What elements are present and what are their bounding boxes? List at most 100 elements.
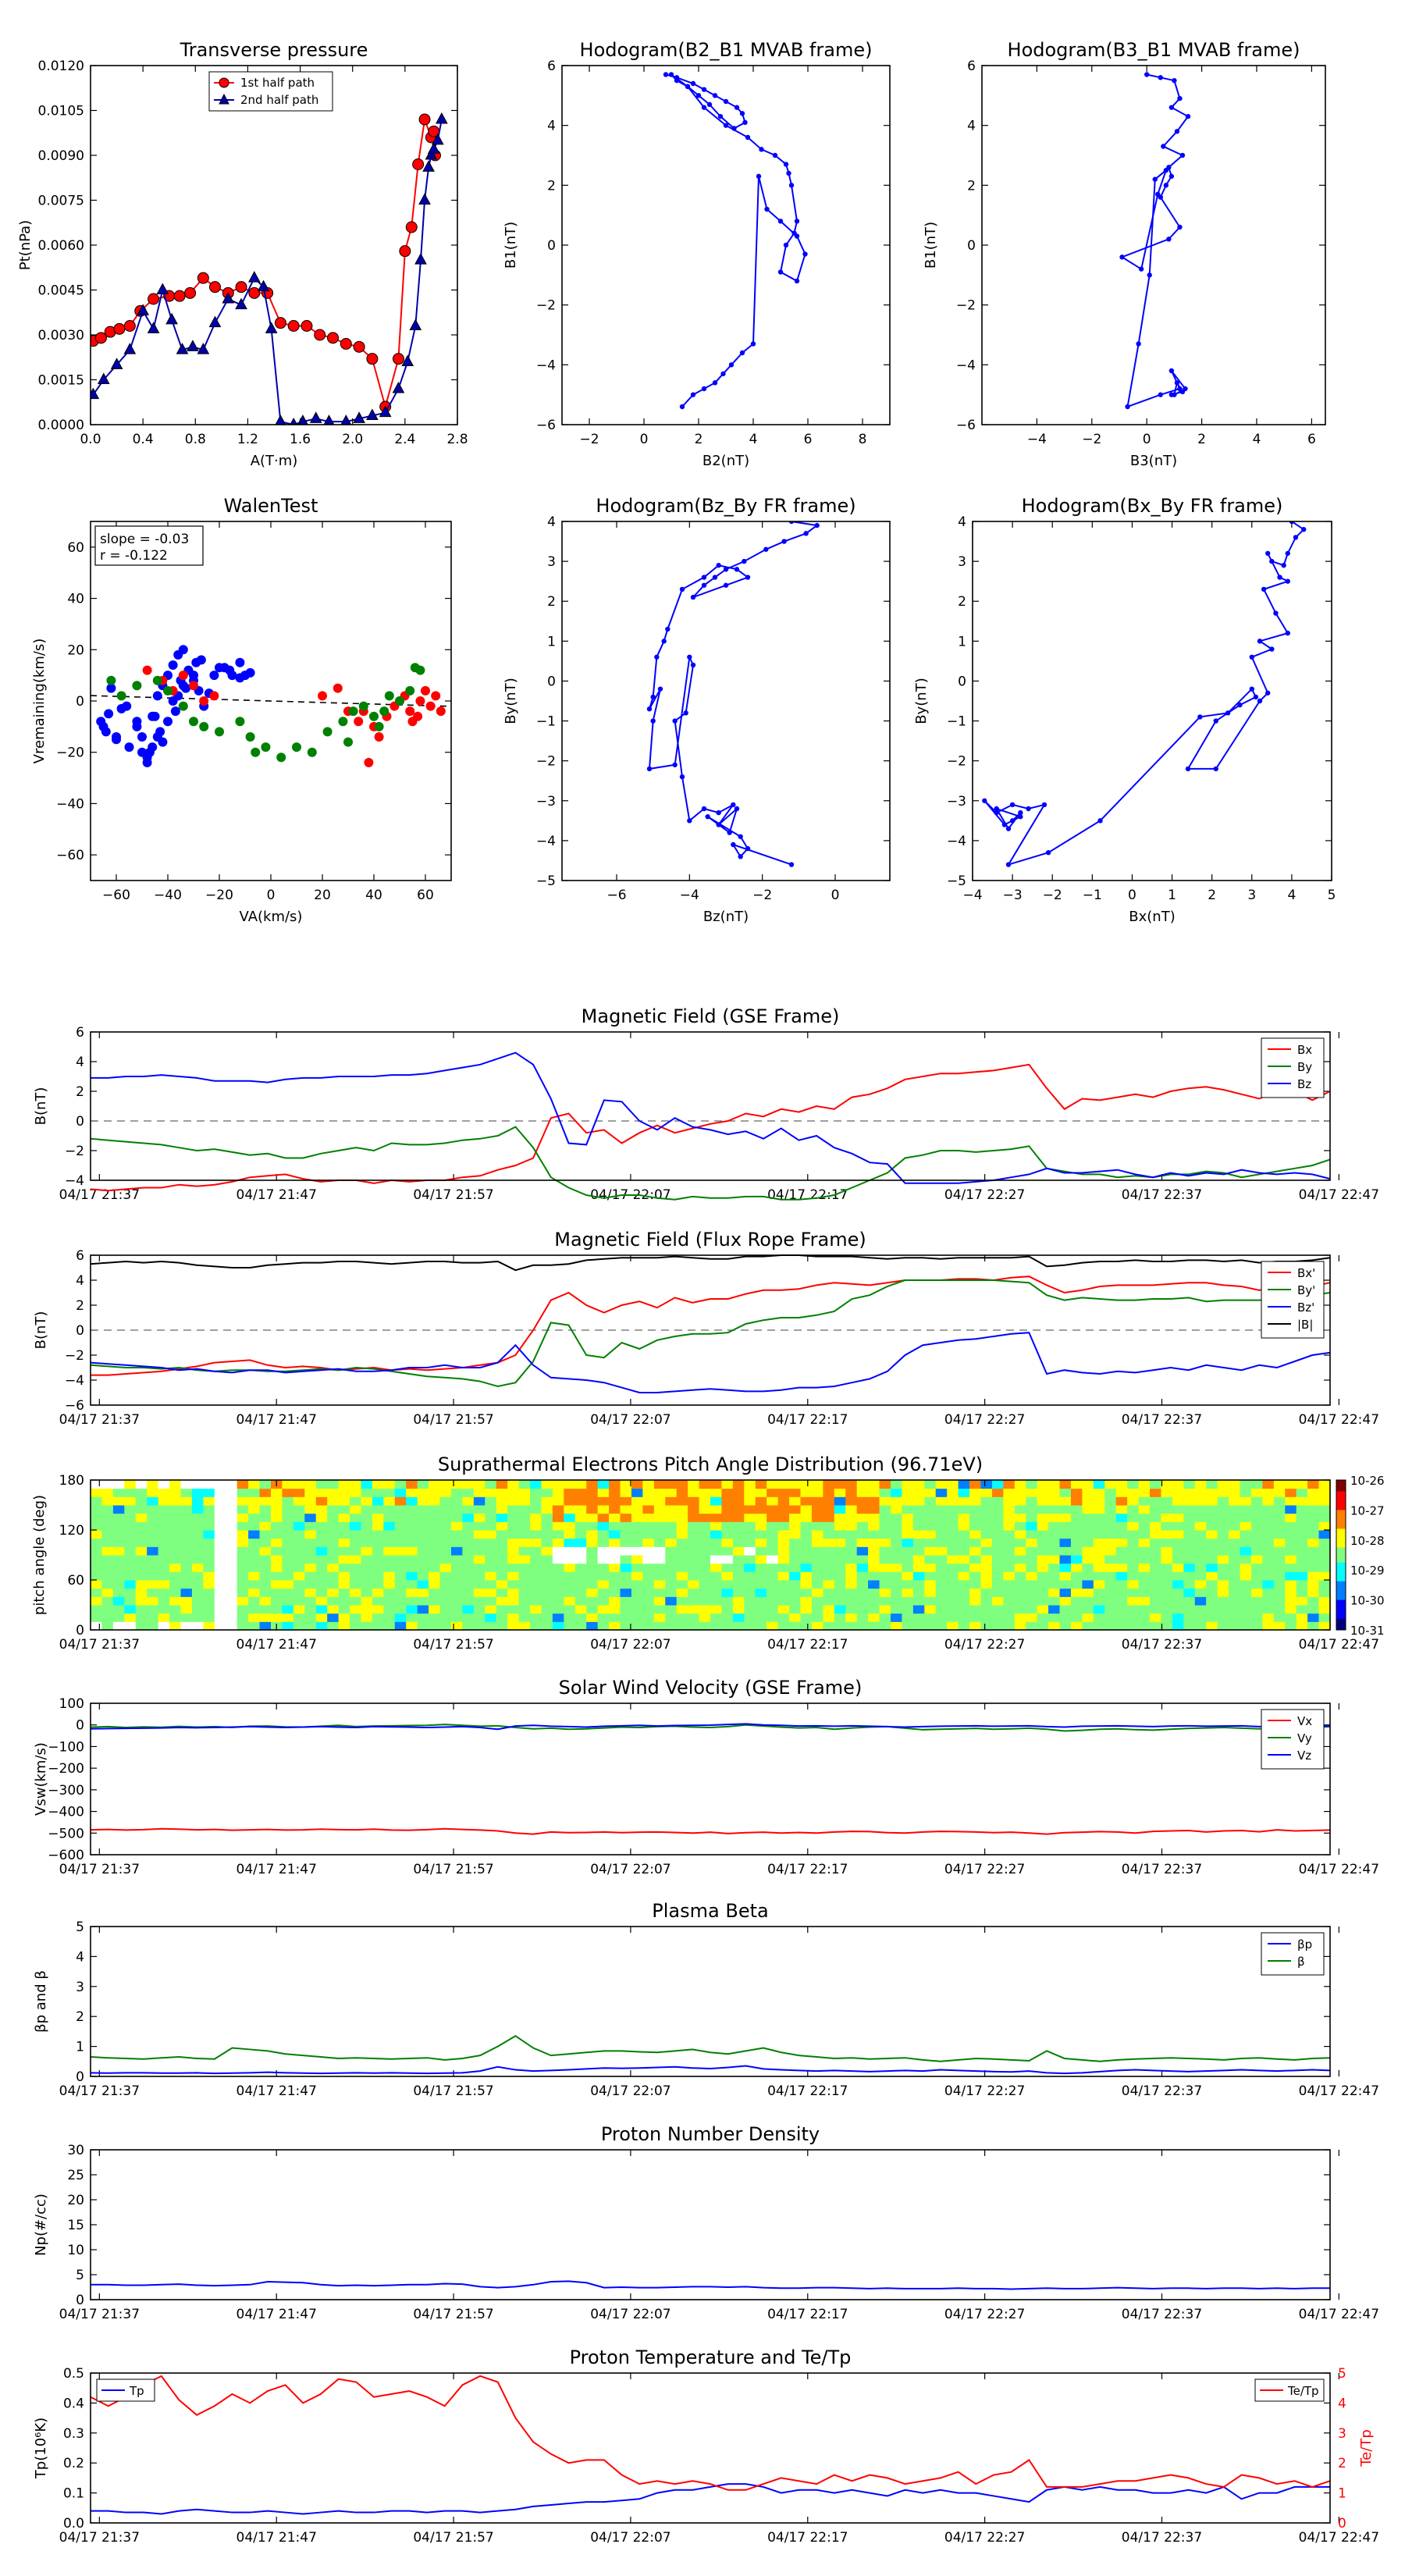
heatmap-cell [112, 1530, 125, 1539]
heatmap-cell [1014, 1480, 1026, 1489]
heatmap-cell [394, 1530, 407, 1539]
heatmap-cell [732, 1563, 745, 1572]
heatmap-cell [732, 1588, 745, 1597]
data-point [1045, 850, 1051, 856]
y-axis-label: B(nT) [33, 1087, 49, 1126]
heatmap-cell [158, 1605, 170, 1614]
legend-box [1261, 1261, 1325, 1339]
heatmap-cell [1070, 1571, 1083, 1581]
heatmap-cell [1183, 1530, 1196, 1539]
heatmap-cell [417, 1596, 429, 1606]
heatmap-cell [1217, 1488, 1229, 1497]
heatmap-cell [485, 1521, 497, 1531]
heatmap-cell [744, 1480, 756, 1489]
heatmap-cell [214, 1538, 226, 1547]
heatmap-cell [158, 1505, 170, 1514]
heatmap-cell [485, 1588, 497, 1597]
heatmap-cell [1206, 1505, 1218, 1514]
legend-label: Bz' [1297, 1300, 1314, 1315]
heatmap-cell [1217, 1513, 1229, 1522]
x-tick-label: −2 [1043, 888, 1062, 903]
heatmap-cell [1070, 1596, 1083, 1606]
heatmap-cell [1127, 1480, 1140, 1489]
heatmap-cell [609, 1530, 621, 1539]
heatmap-cell [248, 1588, 261, 1597]
y-axis-label: Tp(10⁶K) [33, 2418, 49, 2479]
time-tick-label: 04/17 21:57 [413, 1187, 493, 1203]
heatmap-cell [315, 1613, 328, 1622]
heatmap-cell [688, 1521, 700, 1531]
data-point [777, 269, 784, 275]
heatmap-cell [1150, 1571, 1161, 1581]
heatmap-cell [304, 1605, 317, 1614]
data-point [1168, 392, 1175, 397]
heatmap-cell [744, 1513, 756, 1522]
heatmap-cell [507, 1580, 520, 1589]
series-line [91, 1051, 1331, 1184]
data-point [672, 718, 678, 724]
heatmap-cell [473, 1530, 486, 1539]
data-point [1174, 380, 1180, 386]
legend-label: Vx [1297, 1714, 1312, 1728]
heatmap-cell [597, 1596, 610, 1606]
heatmap-cell [1250, 1563, 1263, 1572]
heatmap-cell [304, 1555, 317, 1564]
heatmap-cell [564, 1588, 576, 1597]
data-point [122, 701, 132, 711]
heatmap-cell [902, 1546, 914, 1556]
heatmap-cell [1138, 1513, 1151, 1522]
heatmap-cell [642, 1621, 655, 1631]
heatmap-cell [744, 1605, 756, 1614]
heatmap-cell [1262, 1563, 1275, 1572]
heatmap-cell [1127, 1546, 1140, 1556]
data-point [739, 350, 745, 356]
heatmap-cell [823, 1480, 835, 1489]
heatmap-cell [642, 1505, 655, 1514]
data-point [392, 353, 404, 365]
heatmap-cell [158, 1488, 170, 1497]
heatmap-cell [462, 1588, 475, 1597]
heatmap-cell [1093, 1488, 1105, 1497]
heatmap-cell [1115, 1580, 1128, 1589]
heatmap-cell [350, 1488, 361, 1497]
heatmap-cell [507, 1480, 520, 1489]
heatmap-cell [237, 1513, 249, 1522]
heatmap-cell [868, 1580, 880, 1589]
heatmap-cell [112, 1496, 125, 1506]
y-tick-label: 4 [967, 119, 976, 134]
y-tick-label: −1 [536, 714, 556, 730]
heatmap-cell [1273, 1588, 1286, 1597]
heatmap-cell [485, 1496, 497, 1506]
heatmap-cell [429, 1596, 441, 1606]
heatmap-cell [226, 1571, 238, 1581]
heatmap-cell [721, 1546, 734, 1556]
heatmap-cell [665, 1596, 678, 1606]
heatmap-cell [248, 1530, 261, 1539]
x-tick-label: 40 [365, 888, 382, 903]
heatmap-cell [597, 1530, 610, 1539]
y-axis-label: B(nT) [33, 1311, 49, 1350]
heatmap-cell [541, 1546, 553, 1556]
colorbar-segment [1336, 1570, 1346, 1574]
heatmap-cell [1138, 1480, 1151, 1489]
heatmap-cell [383, 1538, 396, 1547]
legend-label: Bx [1297, 1043, 1312, 1057]
heatmap-cell [620, 1580, 632, 1589]
time-tick-label: 04/17 21:37 [59, 2530, 140, 2546]
heatmap-cell [777, 1580, 790, 1589]
heatmap-cell [564, 1530, 576, 1539]
heatmap-cell [676, 1605, 688, 1614]
heatmap-cell [969, 1521, 981, 1531]
heatmap-cell [586, 1521, 599, 1531]
heatmap-cell [462, 1488, 475, 1497]
heatmap-cell [101, 1496, 114, 1506]
heatmap-cell [530, 1580, 542, 1589]
heatmap-cell [1194, 1538, 1207, 1547]
heatmap-cell [1003, 1480, 1016, 1489]
data-point [1018, 809, 1023, 816]
heatmap-cell [1082, 1613, 1094, 1622]
panel-h2: Hodogram(B3_B1 MVAB frame)−4 −2 0 2 4 6−6−4−2… [923, 39, 1326, 469]
heatmap-cell [124, 1555, 137, 1564]
time-tick-label: 04/17 22:07 [590, 2307, 670, 2322]
heatmap-cell [744, 1546, 756, 1556]
